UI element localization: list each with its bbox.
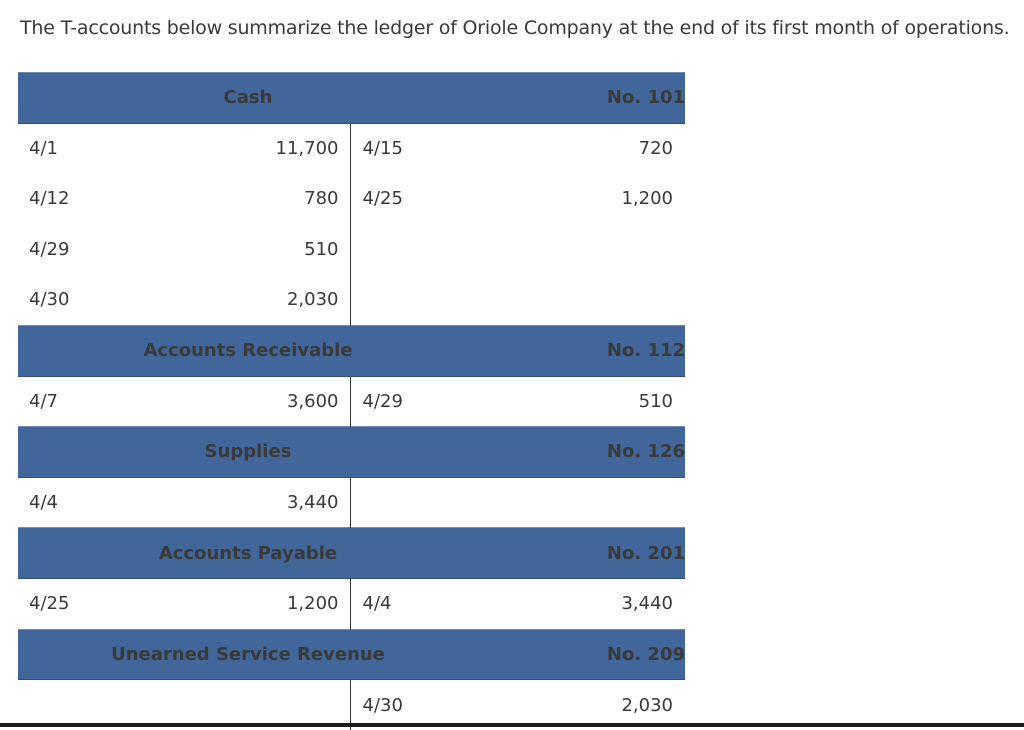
ledger-row: 4/30 2,030 — [18, 679, 685, 730]
account-number: No. 101 — [478, 72, 685, 124]
ledger-row: 4/25 1,200 4/4 3,440 — [18, 578, 685, 630]
credit-date: 4/29 — [362, 390, 403, 412]
ledger-row: 4/7 3,600 4/29 510 — [18, 376, 685, 427]
account-header-accounts-payable: Accounts Payable No. 201 — [18, 527, 685, 579]
ledger-row: 4/12 780 4/25 1,200 — [18, 173, 685, 225]
debit-date: 4/29 — [29, 239, 70, 261]
account-number: No. 201 — [478, 527, 685, 579]
account-number: No. 112 — [478, 324, 685, 377]
debit-amount: 11,700 — [134, 123, 351, 174]
credit-amount: 2,030 — [621, 694, 673, 716]
account-number: No. 209 — [478, 628, 685, 681]
credit-amount: 510 — [638, 390, 673, 412]
account-name: Cash — [18, 72, 478, 124]
account-header-accounts-receivable: Accounts Receivable No. 112 — [18, 324, 685, 377]
account-header-unearned-service-revenue: Unearned Service Revenue No. 209 — [18, 628, 685, 681]
account-name: Accounts Payable — [18, 527, 478, 579]
debit-amount: 510 — [134, 224, 351, 275]
ledger-row: 4/30 2,030 — [18, 274, 685, 326]
credit-date — [350, 275, 478, 326]
debit-amount: 3,600 — [134, 376, 351, 427]
credit-date: 4/4 — [362, 593, 392, 615]
debit-amount: 3,440 — [134, 477, 351, 528]
debit-date: 4/30 — [29, 289, 70, 311]
debit-amount: 780 — [134, 173, 351, 225]
ledger-row: 4/29 510 — [18, 224, 685, 275]
credit-amount — [478, 477, 685, 528]
credit-amount — [478, 275, 685, 326]
debit-amount — [134, 679, 351, 730]
debit-amount: 1,200 — [134, 578, 351, 630]
account-name: Accounts Receivable — [18, 324, 478, 377]
t-account-ledger: Cash No. 101 4/1 11,700 4/15 720 4/12 78… — [18, 72, 685, 730]
credit-amount: 720 — [638, 138, 673, 160]
ledger-row: 4/4 3,440 — [18, 477, 685, 528]
account-header-cash: Cash No. 101 — [18, 72, 685, 124]
credit-date — [350, 477, 478, 528]
debit-date: 4/1 — [29, 138, 58, 160]
debit-date: 4/25 — [29, 593, 70, 615]
account-name: Unearned Service Revenue — [18, 628, 478, 681]
credit-date — [350, 224, 478, 275]
debit-date: 4/4 — [29, 492, 58, 514]
account-number: No. 126 — [478, 426, 685, 478]
bottom-edge-bar — [0, 723, 1024, 727]
credit-date: 4/15 — [362, 138, 403, 160]
intro-text: The T-accounts below summarize the ledge… — [20, 17, 1010, 39]
credit-amount — [478, 224, 685, 275]
debit-amount: 2,030 — [134, 274, 351, 326]
account-name: Supplies — [18, 426, 478, 478]
credit-date: 4/25 — [362, 188, 403, 210]
debit-date: 4/12 — [29, 188, 70, 210]
ledger-row: 4/1 11,700 4/15 720 — [18, 123, 685, 174]
credit-amount: 3,440 — [621, 593, 673, 615]
debit-date: 4/7 — [29, 390, 58, 412]
credit-amount: 1,200 — [621, 188, 673, 210]
credit-date: 4/30 — [362, 694, 403, 716]
account-header-supplies: Supplies No. 126 — [18, 426, 685, 478]
